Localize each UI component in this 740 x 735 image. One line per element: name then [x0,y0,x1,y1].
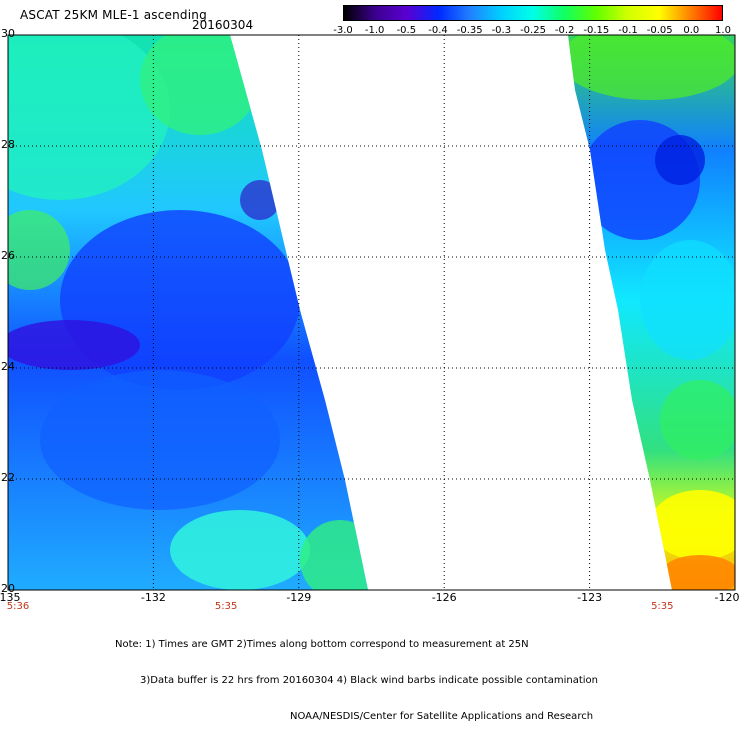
swath-right [568,35,735,590]
colorbar-label: -0.1 [618,25,638,36]
colorbar-label: -1.0 [364,25,385,36]
colorbar-label: -0.35 [456,25,483,36]
colorbar-label: -0.2 [554,25,575,36]
lat-tick-label: 24 [1,360,15,373]
lat-tick-label: 22 [1,471,15,484]
note-line-1: Note: 1) Times are GMT 2)Times along bot… [115,639,529,650]
note-line-3: NOAA/NESDIS/Center for Satellite Applica… [290,711,594,722]
colorbar [343,5,723,21]
map-date: 20160304 [192,18,254,32]
colorbar-label: -0.25 [520,25,546,36]
colorbar-label: -0.5 [396,25,417,36]
map-title: ASCAT 25KM MLE-1 ascending [20,8,207,22]
map-canvas [7,34,736,591]
lat-tick-label: 28 [1,138,15,151]
colorbar-label: -0.4 [428,25,448,36]
time-label: 5:35 [214,601,238,612]
lat-tick-label: 20 [1,582,15,595]
colorbar-label: 1.0 [715,25,731,36]
colorbar-label: -0.05 [646,25,673,36]
time-label: 5:35 [651,601,674,612]
lon-tick-label: -120 [714,591,740,604]
lon-tick-label: -132 [140,591,166,604]
lon-tick-label: -129 [286,591,312,604]
swath-left [8,35,368,590]
lat-tick-label: 30 [1,27,15,40]
colorbar-label: 0.0 [683,25,700,36]
lat-tick-label: 26 [1,249,15,262]
lon-tick-label: -126 [431,591,457,604]
colorbar-label: -3.0 [333,25,353,36]
notes: Note: 1) Times are GMT 2)Times along bot… [115,615,598,735]
colorbar-label: -0.15 [583,25,610,36]
lon-tick-label: -135 [0,591,21,604]
note-line-2: 3)Data buffer is 22 hrs from 20160304 4)… [140,675,598,686]
time-label: 5:36 [6,601,30,612]
map-frame [7,34,736,591]
colorbar-label: -0.3 [491,25,512,36]
lon-tick-label: -123 [577,591,603,604]
